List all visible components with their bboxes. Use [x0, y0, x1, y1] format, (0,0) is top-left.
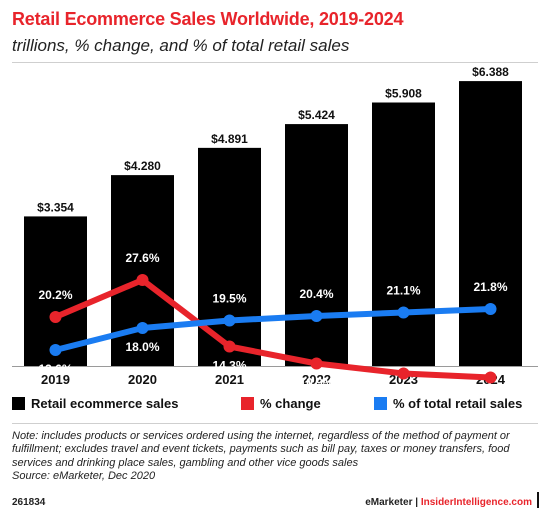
chart-note: Note: includes products or services orde… [12, 430, 534, 483]
note-text: Note: includes products or services orde… [12, 430, 510, 469]
series-point-change-2023 [397, 367, 410, 380]
x-tick-label-2020: 2020 [128, 372, 157, 387]
legend-label-sales: Retail ecommerce sales [31, 396, 179, 411]
source-text: Source: eMarketer, Dec 2020 [12, 469, 156, 482]
series-label-share-2021: 19.5% [212, 292, 246, 306]
bar-2019 [24, 216, 87, 366]
bar-2023 [372, 102, 435, 366]
series-point-change-2022 [310, 357, 323, 370]
legend-item-share: % of total retail sales [374, 396, 522, 411]
series-point-change-2021 [223, 340, 236, 353]
bar-value-label-2024: $6.388 [472, 65, 509, 79]
x-tick-label-2021: 2021 [215, 372, 244, 387]
end-bar [537, 492, 539, 508]
series-label-change-2022: 10.9% [299, 376, 333, 390]
footer-brand: eMarketer | InsiderIntelligence.com [365, 497, 532, 508]
series-label-change-2019: 20.2% [38, 288, 72, 302]
legend-swatch-sales [12, 397, 25, 410]
bar-2020 [111, 175, 174, 366]
series-point-share-2020 [136, 322, 149, 334]
chart-plot: $3.354 $4.280 $4.891 $5.424 $5.908 $6.388 2019… [12, 65, 538, 393]
series-point-change-2020 [136, 274, 149, 286]
bar-2024 [459, 81, 522, 366]
legend-swatch-share [374, 397, 387, 410]
chart-subtitle: trillions, % change, and % of total reta… [12, 36, 350, 55]
series-label-share-2020: 18.0% [125, 340, 159, 354]
series-point-change-2019 [49, 311, 62, 323]
bar-value-label-2023: $5.908 [385, 87, 422, 101]
legend-item-change: % change [241, 396, 321, 411]
top-divider [12, 62, 538, 63]
series-label-share-2019: 13.6% [38, 362, 72, 376]
x-tick-label-2019: 2019 [41, 372, 70, 387]
series-label-share-2022: 20.4% [299, 287, 333, 301]
series-point-share-2024 [484, 303, 497, 315]
legend-label-share: % of total retail sales [393, 396, 523, 411]
bar-value-label-2022: $5.424 [298, 108, 335, 122]
bar-value-label-2021: $4.891 [211, 132, 248, 146]
chart-title: Retail Ecommerce Sales Worldwide, 2019-2… [12, 9, 404, 29]
series-point-share-2022 [310, 310, 323, 322]
legend-swatch-change [241, 397, 254, 410]
series-label-change-2024: 8.1% [477, 390, 505, 393]
series-line-share [52, 306, 494, 353]
series-label-change-2021: 14.3% [212, 359, 246, 373]
bar-value-label-2019: $3.354 [37, 200, 74, 214]
series-point-share-2019 [49, 344, 62, 356]
series-label-change-2023: 8.9% [390, 386, 418, 393]
series-line-change [52, 277, 494, 381]
series-point-share-2023 [397, 306, 410, 319]
legend-item-sales: Retail ecommerce sales [12, 396, 178, 411]
note-divider [12, 423, 538, 424]
series-label-share-2024: 21.8% [473, 280, 507, 294]
series-label-change-2020: 27.6% [125, 251, 159, 265]
series-point-change-2024 [484, 371, 497, 384]
chart-id: 261834 [12, 497, 46, 508]
legend-label-change: % change [260, 396, 321, 411]
bar-value-label-2020: $4.280 [124, 159, 161, 173]
brand-divider: | [415, 497, 419, 508]
brand-emarketer: eMarketer [365, 497, 413, 508]
brand-insider[interactable]: InsiderIntelligence.com [420, 497, 532, 508]
series-label-share-2023: 21.1% [386, 284, 420, 298]
bar-2022 [285, 124, 348, 366]
chart-legend: Retail ecommerce sales % change % of tot… [12, 396, 538, 414]
series-point-share-2021 [223, 314, 236, 327]
x-tick-label-2022: 2022 [302, 372, 331, 387]
